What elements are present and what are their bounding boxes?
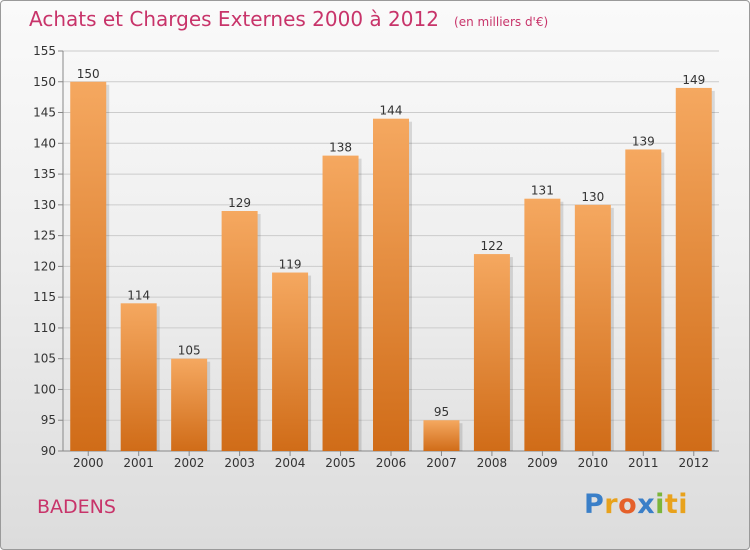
bar <box>574 204 611 451</box>
bar-value-label: 149 <box>682 73 705 87</box>
logo-letter: P <box>584 489 605 520</box>
logo-letter: o <box>618 489 638 520</box>
y-tick-label: 125 <box>33 229 56 243</box>
y-tick-label: 95 <box>41 413 56 427</box>
logo-letter: ti <box>664 489 689 520</box>
y-tick-label: 90 <box>41 444 56 458</box>
x-tick-label: 2001 <box>123 456 154 470</box>
x-tick-label: 2000 <box>73 456 104 470</box>
bar-value-label: 138 <box>329 141 352 155</box>
bar <box>423 420 460 451</box>
y-tick-label: 155 <box>33 44 56 58</box>
bar-value-label: 105 <box>178 344 201 358</box>
x-tick-label: 2012 <box>678 456 709 470</box>
x-tick-label: 2005 <box>325 456 356 470</box>
labels: 150 2000 114 2001 105 2002 129 2003 119 2004 138 20… <box>73 67 709 470</box>
unit-text: (en milliers d'€) <box>454 15 549 29</box>
logo-letter: x <box>637 489 656 520</box>
bar <box>322 155 359 451</box>
y-tick-label: 145 <box>33 106 56 120</box>
bar-value-label: 130 <box>581 190 604 204</box>
y-tick-label: 115 <box>33 290 56 304</box>
x-tick-label: 2009 <box>527 456 558 470</box>
x-tick-label: 2003 <box>224 456 255 470</box>
bar-value-label: 119 <box>279 258 302 272</box>
y-tick-label: 110 <box>33 321 56 335</box>
place-name: BADENS <box>37 496 116 518</box>
y-tick-label: 100 <box>33 382 56 396</box>
bar <box>70 81 107 452</box>
bar-value-label: 150 <box>77 67 100 81</box>
bar <box>272 272 309 451</box>
bar <box>120 303 157 451</box>
bars <box>70 81 715 452</box>
x-tick-label: 2006 <box>376 456 407 470</box>
y-tick-label: 135 <box>33 167 56 181</box>
bar-value-label: 129 <box>228 196 251 210</box>
y-tick-label: 120 <box>33 259 56 273</box>
bar <box>373 118 409 451</box>
y-tick-label: 140 <box>33 136 56 150</box>
y-tick-label: 105 <box>33 352 56 366</box>
bar-value-label: 131 <box>531 184 554 198</box>
bar-value-label: 114 <box>127 288 150 302</box>
proxiti-logo[interactable]: Proxiti <box>584 489 688 520</box>
x-tick-label: 2002 <box>174 456 205 470</box>
bar <box>675 87 712 451</box>
title-text: Achats et Charges Externes 2000 à 2012 <box>29 7 439 31</box>
x-tick-label: 2010 <box>578 456 609 470</box>
bar-value-label: 139 <box>632 134 655 148</box>
bar-value-label: 95 <box>434 405 449 419</box>
bar <box>221 211 258 451</box>
chart-title: Achats et Charges Externes 2000 à 2012 (… <box>29 7 548 31</box>
logo-letter: r <box>604 489 619 520</box>
bar <box>171 358 208 451</box>
x-tick-label: 2011 <box>628 456 659 470</box>
bar <box>524 198 561 451</box>
x-tick-label: 2007 <box>426 456 457 470</box>
x-tick-label: 2008 <box>477 456 508 470</box>
bar-value-label: 122 <box>480 239 503 253</box>
bar <box>625 149 662 451</box>
bar <box>473 254 510 451</box>
y-tick-label: 150 <box>33 75 56 89</box>
x-tick-label: 2004 <box>275 456 306 470</box>
bar-value-label: 144 <box>380 104 403 118</box>
logo-letter: i <box>655 489 665 520</box>
y-tick-label: 130 <box>33 198 56 212</box>
